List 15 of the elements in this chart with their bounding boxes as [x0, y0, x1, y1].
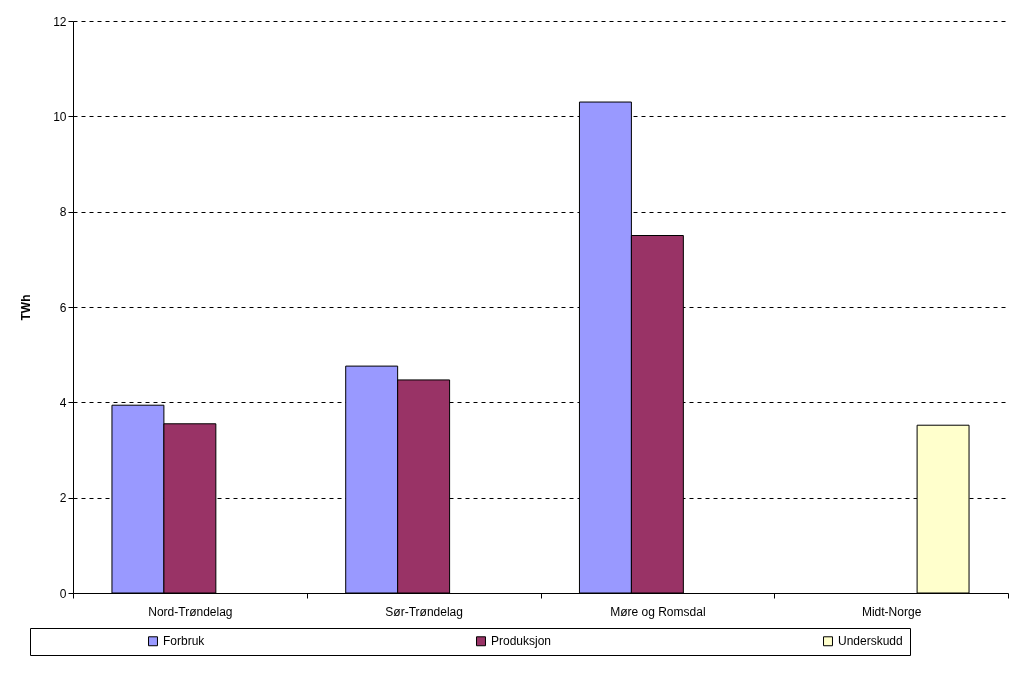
x-tick-label: Nord-Trøndelag	[148, 604, 233, 619]
y-tick-label: 4	[59, 395, 67, 410]
y-tick-label: 0	[59, 586, 67, 601]
legend-label: Forbruk	[163, 634, 206, 649]
x-tick-label: Sør-Trøndelag	[385, 604, 463, 619]
y-tick-label: 2	[59, 491, 67, 506]
y-tick-label: 8	[59, 205, 67, 220]
y-axis-title: TWh	[19, 294, 34, 321]
y-tick-label: 10	[53, 109, 67, 124]
x-tick-label: Midt-Norge	[861, 604, 922, 619]
x-tick-label: Møre og Romsdal	[610, 604, 706, 619]
legend-label: Underskudd	[838, 634, 903, 649]
legend-label: Produksjon	[491, 634, 552, 649]
y-tick-label: 6	[59, 300, 67, 315]
y-tick-label: 12	[53, 14, 67, 29]
